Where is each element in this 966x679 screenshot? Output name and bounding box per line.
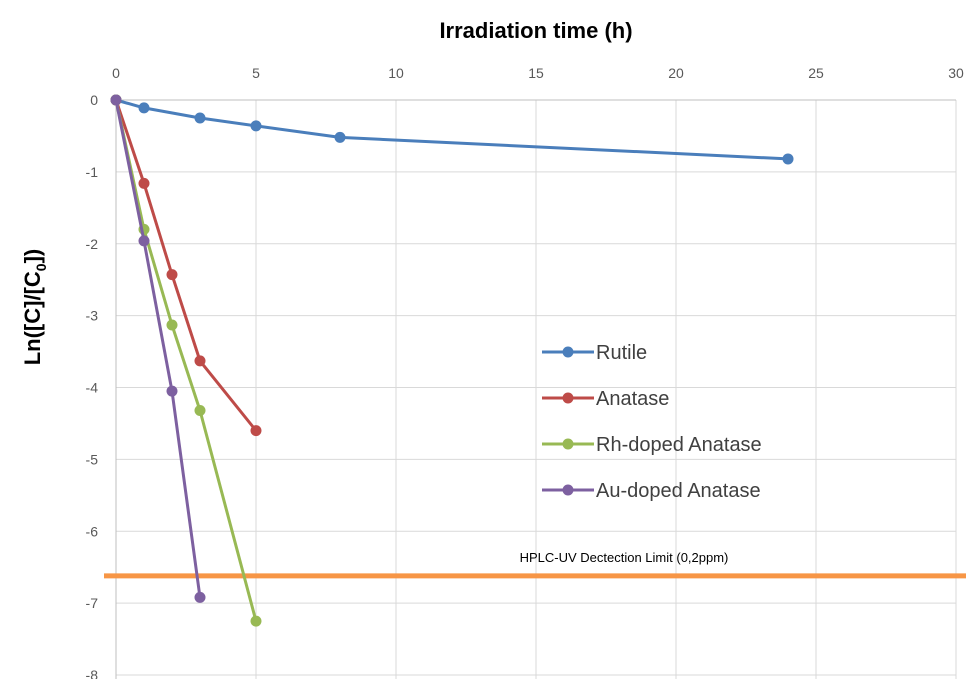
x-tick-label: 15 bbox=[528, 65, 544, 81]
legend-swatch-marker bbox=[562, 346, 574, 358]
y-tick-label: -2 bbox=[86, 236, 99, 252]
series-rh-doped-anatase bbox=[110, 94, 262, 627]
data-point bbox=[166, 319, 178, 331]
y-tick-label: -4 bbox=[86, 380, 99, 396]
series-au-doped-anatase bbox=[110, 94, 206, 603]
y-tick-label: -3 bbox=[86, 308, 99, 324]
x-axis-ticks: 0 5 10 15 20 25 30 bbox=[112, 65, 964, 81]
x-tick-label: 30 bbox=[948, 65, 964, 81]
y-tick-label: 0 bbox=[90, 92, 98, 108]
series-rutile bbox=[110, 94, 794, 165]
data-point bbox=[194, 355, 206, 367]
data-point bbox=[250, 615, 262, 627]
x-tick-label: 0 bbox=[112, 65, 120, 81]
series-line bbox=[114, 99, 258, 622]
y-tick-label: -5 bbox=[86, 451, 99, 467]
data-point bbox=[250, 120, 262, 132]
data-point bbox=[250, 425, 262, 437]
legend-swatch-marker bbox=[562, 392, 574, 404]
legend-item: Rh-doped Anatase bbox=[542, 434, 762, 456]
series bbox=[110, 94, 794, 627]
y-axis-ticks: 0 -1 -2 -3 -4 -5 -6 -7 -8 bbox=[86, 92, 99, 679]
legend-item: Au-doped Anatase bbox=[542, 480, 761, 502]
data-point bbox=[194, 112, 206, 124]
legend-label: Rh-doped Anatase bbox=[596, 434, 762, 456]
data-point bbox=[166, 385, 178, 397]
data-point bbox=[194, 591, 206, 603]
grid bbox=[115, 99, 957, 679]
series-line bbox=[114, 99, 258, 432]
legend: Rutile Anatase Rh-doped Anatase Au-doped An… bbox=[542, 342, 762, 502]
legend-item: Anatase bbox=[542, 388, 669, 410]
y-tick-label: -8 bbox=[86, 667, 99, 679]
legend-swatch-marker bbox=[562, 484, 574, 496]
series-line bbox=[115, 98, 789, 161]
legend-label: Au-doped Anatase bbox=[596, 480, 761, 502]
x-tick-label: 10 bbox=[388, 65, 404, 81]
series-line bbox=[114, 99, 202, 598]
data-point bbox=[334, 131, 346, 143]
y-tick-label: -1 bbox=[86, 164, 99, 180]
x-tick-label: 20 bbox=[668, 65, 684, 81]
detection-limit-label: HPLC-UV Dectection Limit (0,2ppm) bbox=[520, 550, 729, 565]
x-axis-title: Irradiation time (h) bbox=[439, 18, 632, 43]
y-axis-title: Ln([C]/[C0]) bbox=[20, 249, 49, 366]
data-point bbox=[166, 269, 178, 281]
x-tick-label: 5 bbox=[252, 65, 260, 81]
data-point bbox=[110, 94, 122, 106]
legend-label: Rutile bbox=[596, 342, 647, 364]
series-anatase bbox=[110, 94, 262, 437]
legend-item: Rutile bbox=[542, 342, 647, 364]
y-tick-label: -7 bbox=[86, 595, 99, 611]
data-point bbox=[782, 153, 794, 165]
data-point bbox=[138, 177, 150, 189]
data-point bbox=[138, 102, 150, 114]
data-point bbox=[138, 235, 150, 247]
detection-limit: HPLC-UV Dectection Limit (0,2ppm) bbox=[104, 550, 966, 579]
legend-label: Anatase bbox=[596, 388, 669, 410]
legend-swatch-marker bbox=[562, 438, 574, 450]
y-tick-label: -6 bbox=[86, 523, 99, 539]
x-tick-label: 25 bbox=[808, 65, 824, 81]
data-point bbox=[194, 405, 206, 416]
